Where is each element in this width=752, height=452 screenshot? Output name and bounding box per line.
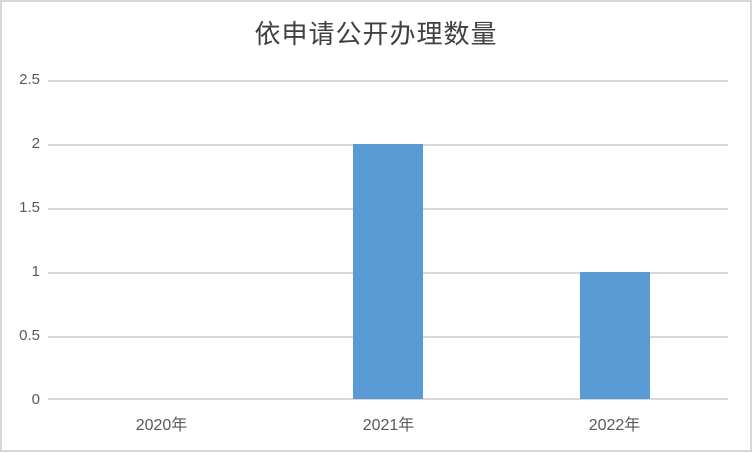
y-tick-label: 1.5	[19, 199, 40, 216]
chart-title: 依申请公开办理数量	[254, 20, 498, 50]
y-tick-label: 2.5	[19, 71, 40, 88]
y-tick-label: 1	[31, 263, 40, 280]
x-axis-line	[48, 398, 728, 400]
y-tick-label: 2	[31, 135, 40, 152]
y-tick-label: 0.5	[19, 327, 40, 344]
bar-2022年	[580, 272, 650, 399]
y-axis-labels: 0 0.5 1 1.5 2 2.5	[2, 71, 40, 408]
x-tick-label: 2020年	[135, 417, 188, 434]
gridline	[48, 80, 728, 82]
x-tick-label: 2021年	[362, 417, 415, 434]
x-axis-labels: 2020年 2021年 2022年	[48, 414, 728, 438]
x-tick-label: 2022年	[588, 417, 641, 434]
bar-2021年	[353, 144, 423, 399]
y-tick-label: 0	[31, 391, 40, 408]
plot-area	[48, 80, 728, 400]
